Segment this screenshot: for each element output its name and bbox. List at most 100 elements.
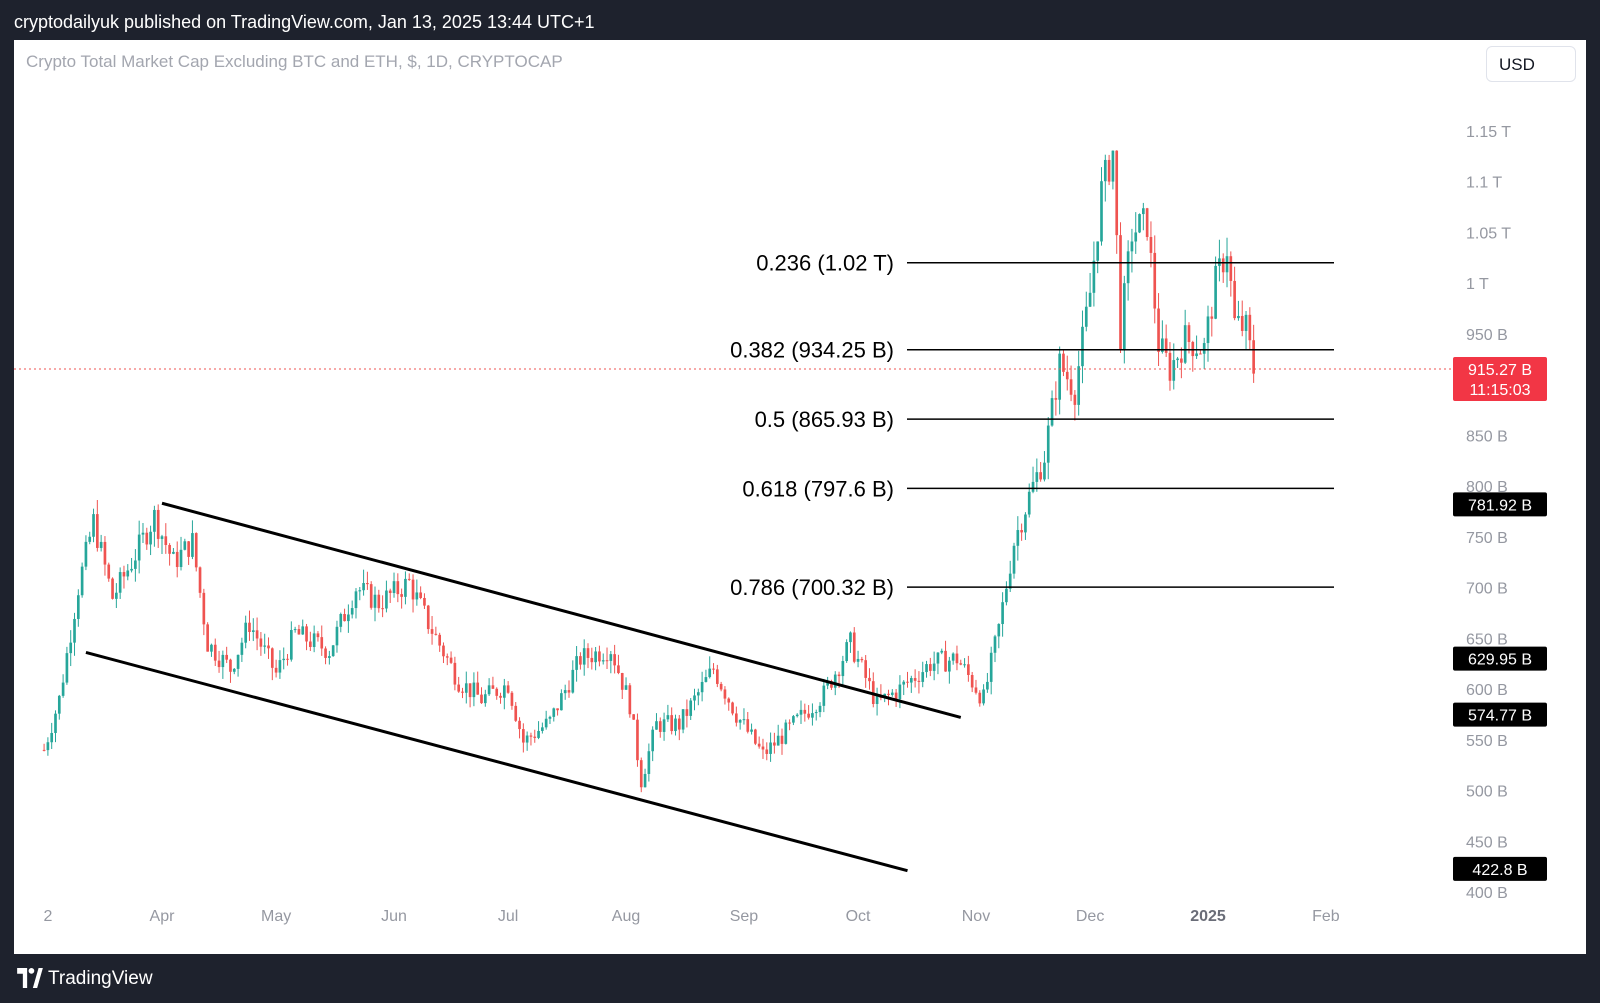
candle-body: [510, 692, 514, 706]
candle-body: [107, 564, 111, 579]
candle-body: [453, 662, 457, 685]
candle-body: [1050, 398, 1054, 426]
candle-body: [689, 700, 693, 716]
candle-body: [742, 719, 746, 721]
y-tick-label: 450 B: [1466, 834, 1508, 851]
candle-body: [750, 729, 753, 732]
candle-body: [160, 536, 164, 539]
candle-body: [499, 695, 502, 698]
candle-body: [788, 722, 791, 724]
candle-body: [529, 735, 533, 737]
candle-body: [925, 664, 928, 673]
candle-body: [153, 509, 156, 532]
currency-button[interactable]: USD: [1486, 46, 1576, 82]
price-label-box: [1453, 646, 1547, 671]
candle-body: [845, 642, 848, 662]
candle-body: [818, 705, 822, 713]
candle-body: [392, 581, 396, 594]
chart-panel[interactable]: 0.236 (1.02 T) 0.382 (934.25 B) 0.5 (865.9…: [14, 40, 1586, 954]
candle-body: [571, 669, 575, 693]
candle-body: [1100, 181, 1103, 242]
candle-body: [579, 656, 582, 665]
candle-body: [88, 536, 92, 542]
y-tick-label: 950 B: [1466, 327, 1508, 344]
candle-body: [544, 718, 548, 728]
candle-body: [164, 536, 168, 546]
candle-body: [179, 549, 183, 568]
candle-body: [69, 642, 73, 654]
candle-body: [986, 681, 989, 690]
candle-body: [856, 658, 860, 662]
price-label-box: [1453, 702, 1547, 727]
candle-body: [1001, 602, 1004, 625]
candle-body: [541, 727, 544, 731]
candle-body: [932, 663, 936, 671]
candle-body: [324, 648, 327, 658]
candle-body: [57, 695, 61, 714]
candle-body: [632, 714, 635, 720]
candle-body: [331, 645, 335, 657]
candle-body: [681, 709, 685, 730]
candle-body: [598, 651, 601, 662]
candle-body: [65, 653, 69, 683]
candle-body: [1233, 280, 1236, 319]
candle-body: [651, 729, 655, 752]
candle-body: [1161, 338, 1164, 352]
candle-body: [1153, 252, 1157, 309]
candle-body: [1103, 159, 1107, 182]
candle-body: [776, 735, 780, 746]
candle-body: [738, 719, 742, 723]
candle-body: [305, 626, 308, 642]
candle-body: [936, 652, 940, 664]
candle-body: [1088, 292, 1092, 307]
x-tick-label: 2025: [1190, 908, 1226, 925]
candle-body: [727, 698, 731, 703]
candle-body: [396, 581, 400, 595]
current-price-box: [1453, 357, 1547, 402]
candle-body: [586, 648, 590, 658]
candle-body: [438, 634, 441, 646]
candle-body: [590, 657, 594, 663]
candle-body: [293, 629, 297, 631]
candle-body: [1073, 394, 1077, 405]
candle-body: [449, 657, 453, 663]
x-tick-label: Apr: [150, 908, 176, 925]
candle-body: [662, 719, 666, 732]
candle-body: [1005, 588, 1008, 603]
candle-body: [841, 661, 845, 677]
countdown-label: 11:15:03: [1469, 382, 1530, 399]
candle-body: [560, 693, 563, 711]
candle-body: [940, 650, 944, 653]
price-label-box: [1453, 492, 1547, 517]
candle-body: [206, 624, 209, 652]
candle-body: [1126, 251, 1130, 284]
candle-body: [339, 614, 343, 627]
candle-body: [130, 568, 133, 571]
candle-body: [502, 685, 506, 698]
y-tick-label: 600 B: [1466, 682, 1508, 699]
candle-body: [111, 578, 114, 599]
price-chart[interactable]: 0.236 (1.02 T) 0.382 (934.25 B) 0.5 (865.9…: [14, 40, 1586, 954]
candle-body: [1069, 379, 1073, 395]
candle-body: [1031, 481, 1035, 492]
candle-body: [149, 531, 152, 545]
candle-body: [795, 714, 799, 717]
candle-body: [156, 509, 160, 539]
candle-body: [350, 608, 354, 615]
candle-body: [1221, 258, 1225, 273]
candle-body: [533, 736, 537, 738]
candle-body: [354, 591, 358, 609]
candle-body: [723, 689, 727, 699]
candle-body: [118, 572, 122, 593]
candle-body: [126, 570, 130, 577]
candle-body: [286, 658, 289, 660]
candle-body: [944, 650, 947, 672]
candle-body: [312, 633, 316, 647]
candle-body: [537, 730, 540, 738]
candle-body: [297, 629, 301, 635]
candle-body: [852, 632, 856, 662]
candle-body: [799, 709, 803, 715]
candle-body: [792, 716, 795, 723]
candle-body: [1180, 358, 1183, 363]
candle-body: [1240, 315, 1244, 331]
